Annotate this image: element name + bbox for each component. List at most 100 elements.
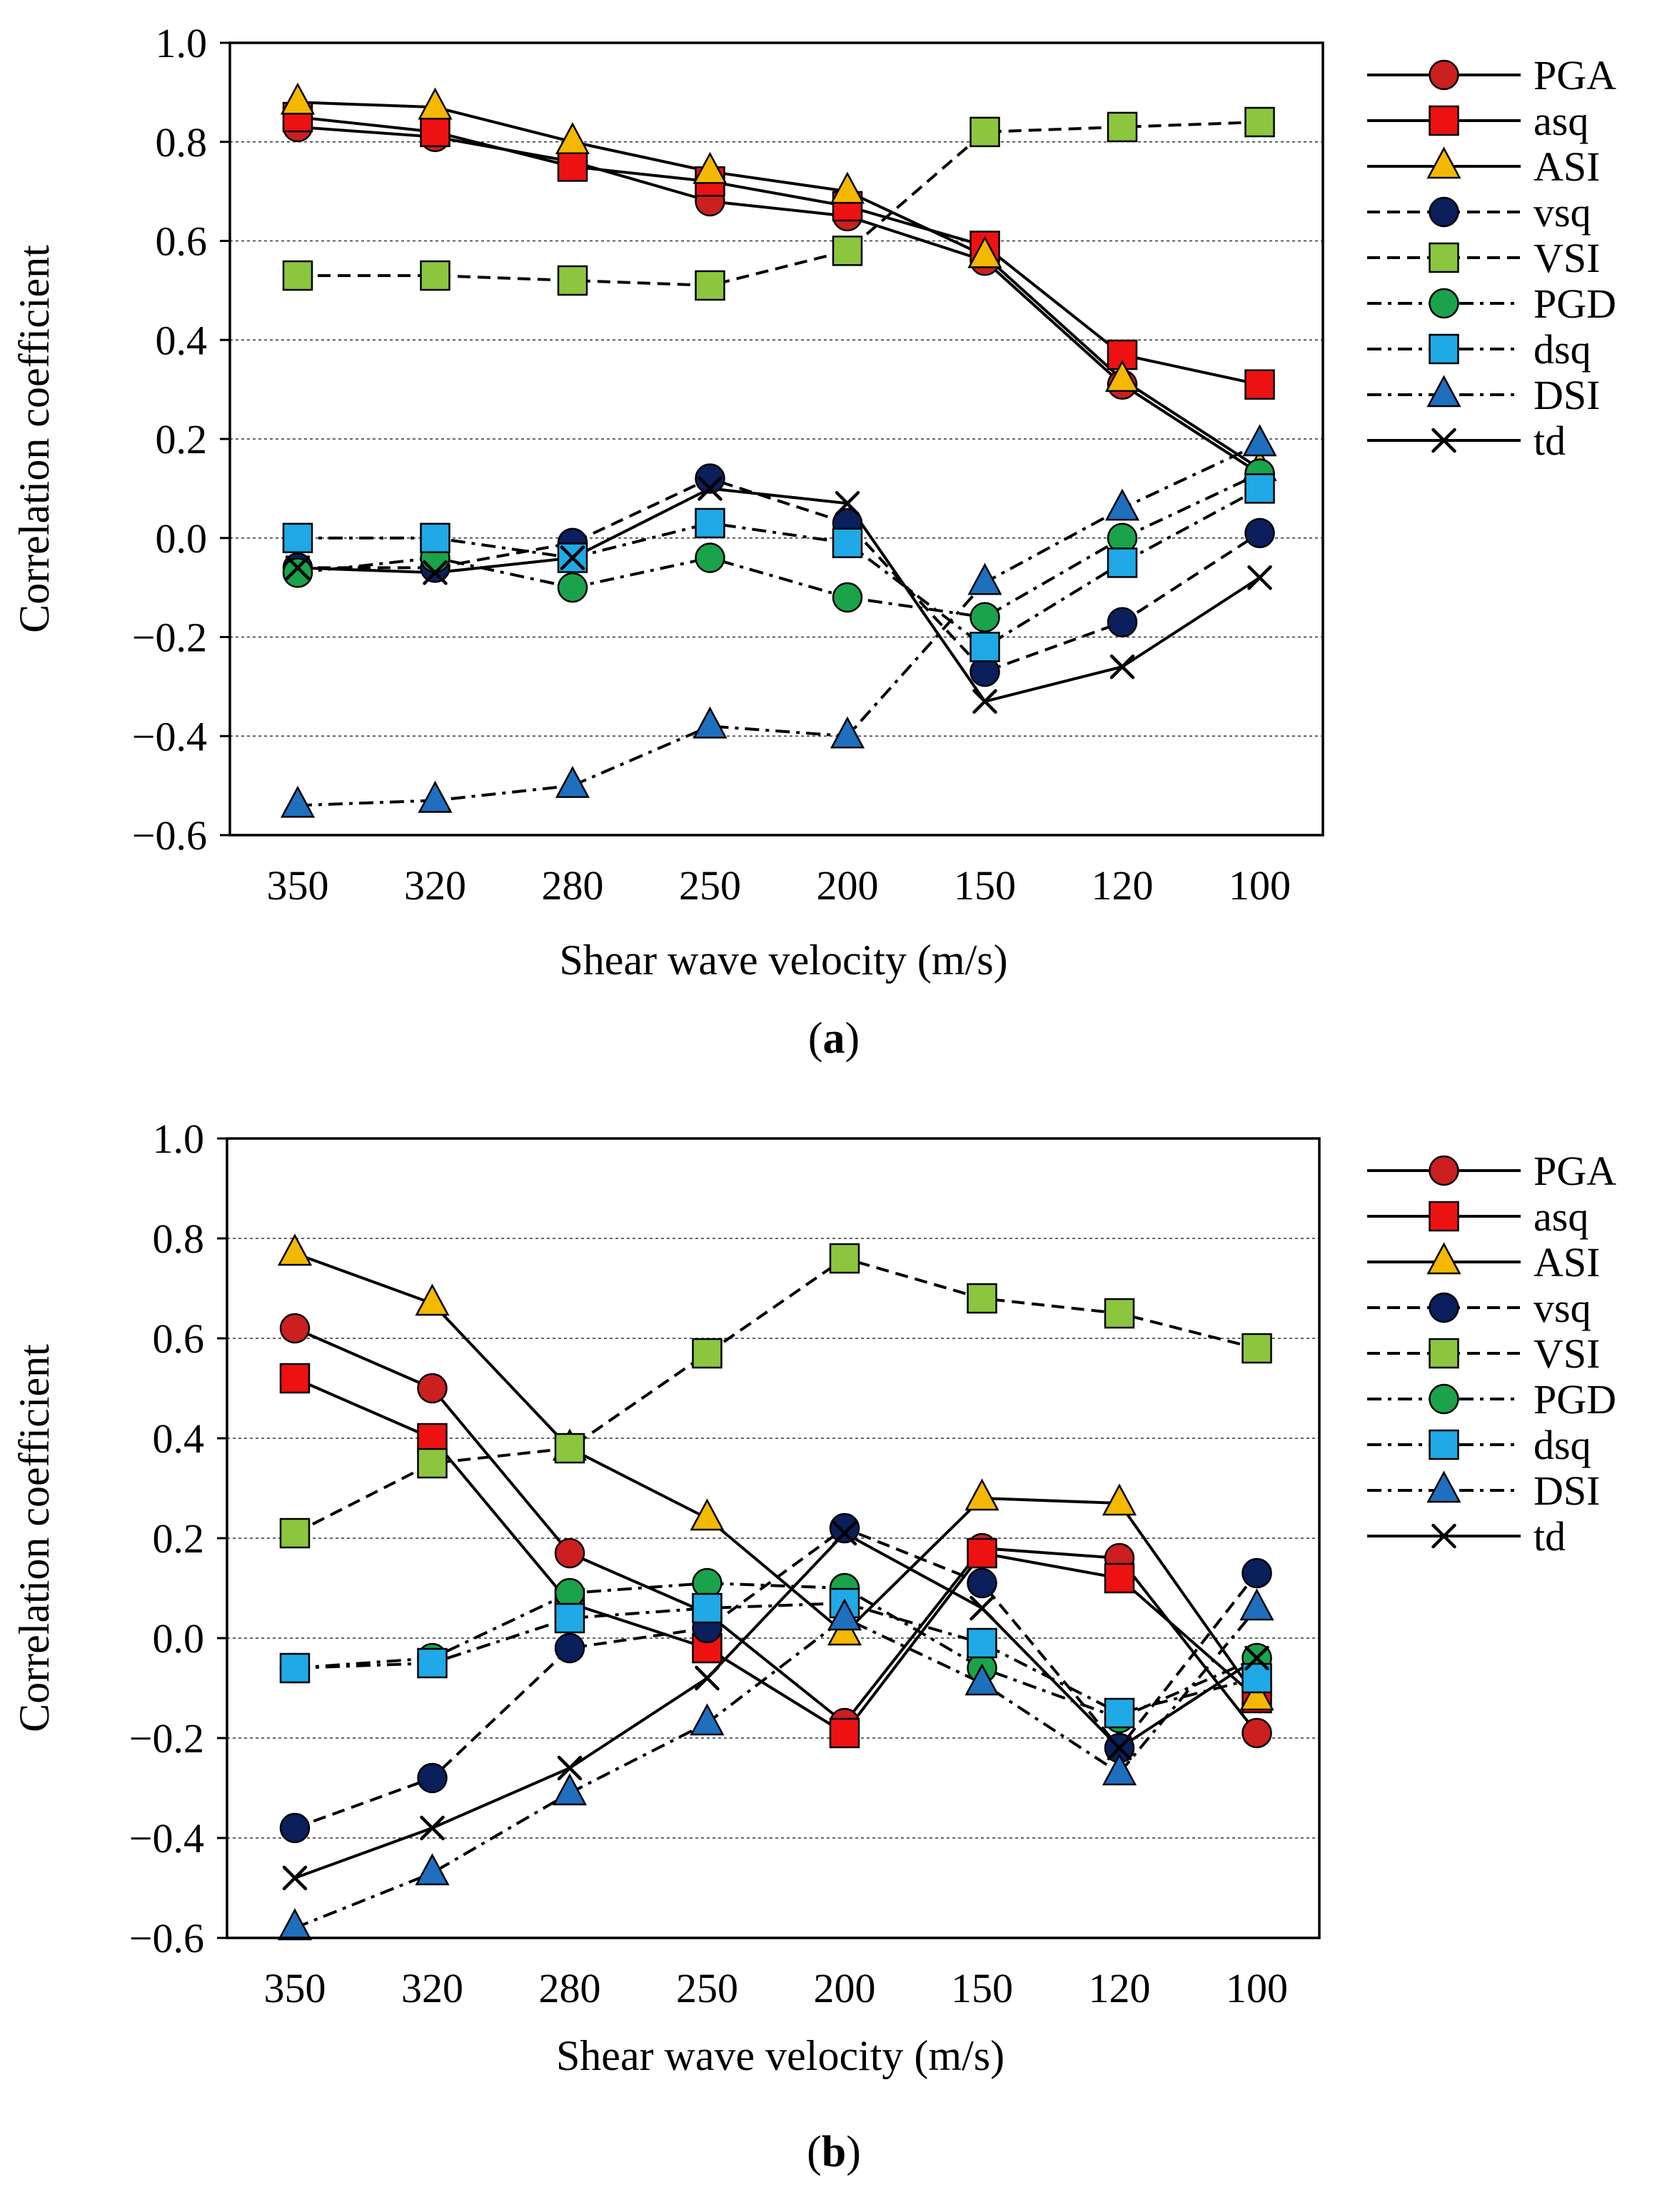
legend-item-pga: PGA xyxy=(1367,52,1616,99)
y-tick-label: −0.2 xyxy=(132,615,207,661)
legend-item-td: td xyxy=(1367,418,1566,464)
legend-label: vsq xyxy=(1533,1285,1591,1331)
pgd-line xyxy=(297,472,1261,619)
vsq-marker-7 xyxy=(1242,1557,1272,1589)
td-marker-0 xyxy=(282,1865,308,1891)
asi-marker-6 xyxy=(1102,1483,1137,1516)
td-marker-5 xyxy=(972,689,997,714)
dsq-marker-7 xyxy=(1244,473,1275,504)
y-tick-label: 1.0 xyxy=(156,20,208,66)
y-tick-label: −0.4 xyxy=(132,713,207,759)
grid-lines xyxy=(227,1238,1319,1839)
td-line xyxy=(294,1532,1258,1879)
dsq-marker-2 xyxy=(554,1602,585,1634)
dsi-marker-5 xyxy=(965,1663,999,1696)
pgd-marker-5 xyxy=(970,602,1000,632)
vsq-marker-5 xyxy=(967,1567,997,1599)
legend-item-asi: ASI xyxy=(1367,143,1600,190)
legend-dsq-marker-0 xyxy=(1429,333,1459,365)
vsq-line xyxy=(294,1527,1259,1829)
asq-marker-7 xyxy=(1244,369,1275,400)
td-marker-7 xyxy=(1244,1645,1269,1671)
dsq-marker-5 xyxy=(967,1627,997,1659)
dsi-marker-7 xyxy=(1242,424,1277,457)
y-tick-label: 0.8 xyxy=(156,119,208,166)
legend-item-asq: asq xyxy=(1367,98,1588,144)
x-tick-label: 250 xyxy=(679,862,741,909)
chart-panel-a: 1.0 0.8 0.6 0.4 0.2 0.0 −0.2 −0.4 −0.6 350 320 280… xyxy=(11,20,1616,1063)
legend-vsq-marker-0 xyxy=(1429,196,1459,228)
legend-item-pga: PGA xyxy=(1367,1148,1616,1194)
pgd-marker-3 xyxy=(695,542,725,573)
dsq-marker-6 xyxy=(1104,1697,1135,1729)
dsi-marker-6 xyxy=(1104,488,1140,521)
asi-marker-3 xyxy=(690,1498,725,1531)
dsi-marker-7 xyxy=(1239,1588,1274,1621)
y-tick-label: 0.4 xyxy=(153,1415,205,1462)
asi-marker-1 xyxy=(415,1283,450,1316)
asq-marker-6 xyxy=(1104,1562,1135,1594)
x-tick-label: 280 xyxy=(539,1965,601,2011)
legend-label: td xyxy=(1533,418,1566,464)
x-axis-ticks: 350 320 280 250 200 150 120 100 xyxy=(267,862,1291,909)
td-marker-6 xyxy=(1109,654,1135,680)
vsq-marker-2 xyxy=(554,1632,585,1664)
x-axis-label: Shear wave velocity (m/s) xyxy=(556,2032,1004,2079)
td-marker-3 xyxy=(697,476,722,501)
pgd-marker-2 xyxy=(557,572,588,603)
y-tick-label: −0.6 xyxy=(129,1915,204,1961)
legend-label: DSI xyxy=(1533,372,1600,418)
vsi-marker-6 xyxy=(1104,1298,1135,1329)
panel-label: (b) xyxy=(807,2128,861,2176)
dsi-marker-5 xyxy=(967,562,1002,595)
x-tick-label: 150 xyxy=(954,862,1016,909)
legend-pga-marker-0 xyxy=(1429,1155,1459,1186)
x-tick-label: 350 xyxy=(267,862,329,909)
pga-markers xyxy=(279,1313,1272,1749)
dsq-marker-1 xyxy=(417,1647,448,1679)
y-axis-label: Correlation coefficient xyxy=(11,1344,58,1732)
td-marker-1 xyxy=(423,560,448,585)
y-tick-label: −0.6 xyxy=(132,812,207,859)
asq-marker-4 xyxy=(829,1717,860,1749)
dsq-marker-1 xyxy=(420,522,450,553)
vsi-marker-1 xyxy=(417,1448,448,1479)
series-lines xyxy=(297,101,1261,807)
dsi-marker-2 xyxy=(555,765,590,798)
td-marker-7 xyxy=(1247,565,1272,590)
td-marker-5 xyxy=(970,1595,994,1621)
y-tick-label: 0.4 xyxy=(156,317,208,363)
dsq-marker-4 xyxy=(832,527,863,558)
chart-panel-b: 1.0 0.8 0.6 0.4 0.2 0.0 −0.2 −0.4 −0.6 350 320 280… xyxy=(11,1116,1616,2176)
x-tick-label: 200 xyxy=(814,1965,876,2011)
vsi-marker-7 xyxy=(1242,1333,1272,1364)
legend-item-dsi: DSI xyxy=(1367,372,1600,418)
legend-label: PGA xyxy=(1533,52,1616,99)
dsi-marker-4 xyxy=(830,716,865,749)
pga-marker-2 xyxy=(554,1537,585,1569)
legend-label: DSI xyxy=(1533,1468,1600,1514)
vsi-marker-5 xyxy=(967,1283,997,1314)
vsq-marker-4 xyxy=(829,1512,860,1544)
td-marker-2 xyxy=(557,1755,583,1781)
td-line xyxy=(297,487,1261,703)
legend-label: ASI xyxy=(1533,143,1600,190)
vsi-marker-2 xyxy=(557,265,588,296)
y-tick-label: −0.2 xyxy=(129,1715,204,1762)
asq-line xyxy=(297,116,1260,386)
vsq-marker-1 xyxy=(417,1762,448,1794)
asq-line xyxy=(294,1377,1258,1734)
grid-lines xyxy=(230,141,1323,737)
legend-vsi-marker-0 xyxy=(1429,242,1459,273)
td-marker-6 xyxy=(1107,1735,1132,1761)
asi-line xyxy=(297,101,1261,470)
dsq-marker-0 xyxy=(282,522,313,553)
vsi-marker-5 xyxy=(970,116,1000,148)
x-tick-label: 100 xyxy=(1226,1965,1288,2011)
pga-markers xyxy=(282,111,1275,489)
vsq-marker-3 xyxy=(695,463,725,494)
vsi-marker-0 xyxy=(279,1517,311,1549)
vsq-marker-0 xyxy=(279,1812,311,1844)
legend-label: dsq xyxy=(1533,1422,1591,1468)
